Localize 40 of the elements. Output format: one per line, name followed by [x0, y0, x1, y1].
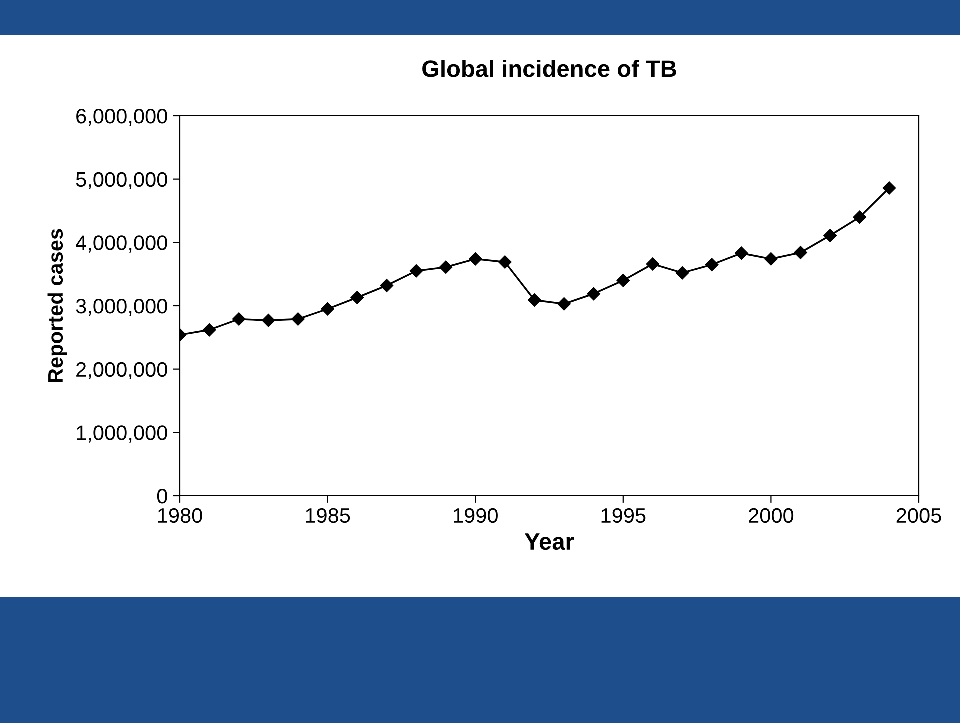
- x-tick-label: 1980: [158, 508, 202, 524]
- point: [321, 302, 334, 316]
- point: [558, 298, 571, 311]
- point: [292, 312, 305, 326]
- point: [439, 260, 453, 274]
- point: [262, 314, 276, 328]
- x-tick-label: 2005: [896, 508, 942, 524]
- point: [676, 266, 690, 280]
- y-tick-label: 3,000,000: [76, 299, 168, 316]
- chart-title: Global incidence of TB: [422, 60, 676, 78]
- y-tick-label: 0: [157, 489, 168, 504]
- point: [735, 246, 748, 260]
- y-tick-label: 2,000,000: [76, 362, 168, 380]
- x-tick-label: 1985: [306, 508, 350, 524]
- x-tick-label: 1990: [454, 508, 498, 524]
- x-tick-label: 2000: [749, 508, 794, 524]
- point: [350, 291, 364, 304]
- point: [410, 264, 424, 278]
- y-tick-label: 6,000,000: [76, 109, 168, 126]
- point: [616, 274, 630, 288]
- y-tick-label: 5,000,000: [76, 172, 168, 190]
- x-tick-label: 1995: [602, 508, 646, 524]
- point: [705, 258, 719, 272]
- point: [764, 252, 778, 266]
- point: [202, 323, 216, 337]
- point: [824, 229, 837, 242]
- x-axis-title: Year: [524, 534, 574, 550]
- point: [794, 246, 808, 260]
- point: [646, 258, 660, 271]
- point: [380, 279, 394, 292]
- point: [853, 210, 866, 224]
- y-axis-title: Reported cases: [48, 229, 68, 382]
- point: [498, 256, 512, 269]
- point: [882, 182, 896, 195]
- point: [469, 252, 482, 266]
- point: [587, 287, 600, 301]
- y-tick-label: 4,000,000: [76, 236, 168, 253]
- point: [232, 312, 246, 326]
- point: [528, 294, 542, 307]
- y-tick-label: 1,000,000: [77, 426, 168, 443]
